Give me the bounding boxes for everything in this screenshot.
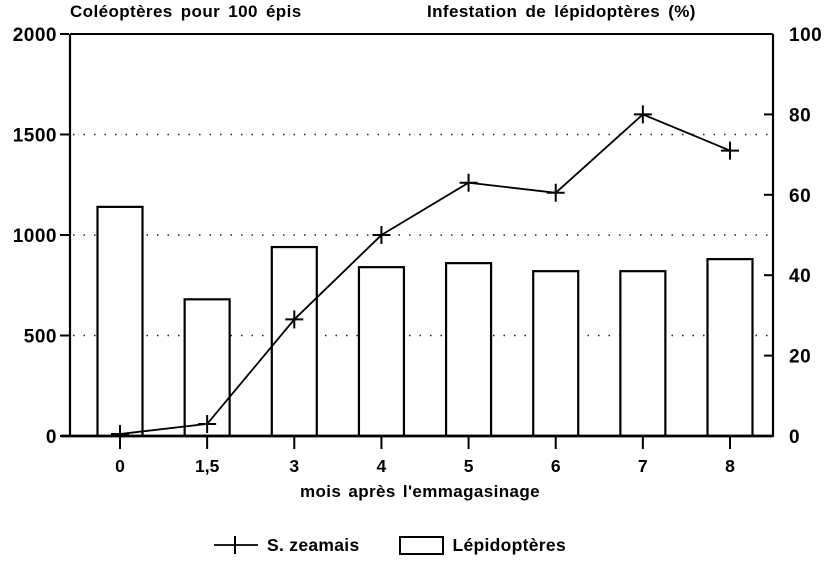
left-tick-label: 2000 <box>13 25 57 46</box>
right-tick-label: 0 <box>789 427 800 448</box>
x-tick-label: 6 <box>551 456 561 476</box>
legend-label-s-zeamais: S. zeamais <box>267 535 360 555</box>
x-tick-label: 0 <box>115 456 125 476</box>
bar-lepidopteres <box>96 205 144 438</box>
right-tick-label: 20 <box>789 347 811 368</box>
axes <box>61 33 775 438</box>
x-tick-label: 1,5 <box>195 456 220 476</box>
right-axis-title: Infestation de lépidoptères (%) <box>427 2 696 21</box>
bar-lepidopteres <box>532 270 580 438</box>
x-axis-title: mois après l'emmagasinage <box>299 482 541 501</box>
bar-lepidopteres <box>619 270 667 438</box>
right-tick-label: 100 <box>789 25 822 46</box>
plus-marker <box>459 173 478 192</box>
right-axis-ticks: 0 20 40 60 80 100 <box>764 25 822 448</box>
line-s-zeamais <box>111 105 739 443</box>
plus-marker <box>372 226 391 244</box>
left-axis-title: Coléoptères pour 100 épis <box>70 2 302 21</box>
left-tick-label: 1500 <box>13 126 57 147</box>
line-plus-legend-icon <box>214 536 258 554</box>
plus-marker <box>546 183 565 202</box>
plus-marker <box>198 414 217 433</box>
plus-marker <box>721 141 739 160</box>
bar-lepidopteres <box>444 262 493 438</box>
left-tick-label: 1000 <box>13 226 57 247</box>
x-axis-ticks: 0 1,5 3 4 5 6 7 8 <box>115 437 735 476</box>
chart-legend: S. zeamais Lépidoptères <box>213 533 566 557</box>
legend-label-lepidopteres: Lépidoptères <box>452 535 566 555</box>
bar-lepidopteres <box>357 266 406 438</box>
plus-marker <box>285 310 304 329</box>
x-tick-label: 4 <box>377 456 387 476</box>
bars-lepidopteres <box>96 205 754 438</box>
open-rectangle-legend-icon <box>398 535 444 555</box>
right-tick-label: 60 <box>789 186 811 207</box>
right-tick-label: 80 <box>789 105 811 126</box>
plus-marker <box>633 105 652 124</box>
line-path <box>119 113 731 435</box>
plus-marker <box>111 424 129 443</box>
bar-lepidopteres <box>270 245 318 438</box>
x-tick-label: 3 <box>289 456 299 476</box>
left-axis-ticks: 0 500 1000 1500 2000 <box>13 25 69 448</box>
left-tick-label: 500 <box>24 327 57 348</box>
left-tick-label: 0 <box>46 427 57 448</box>
right-tick-label: 40 <box>789 266 811 287</box>
x-tick-label: 7 <box>638 456 648 476</box>
bar-lepidopteres <box>706 258 754 438</box>
x-tick-label: 5 <box>464 456 474 476</box>
x-tick-label: 8 <box>725 456 735 476</box>
